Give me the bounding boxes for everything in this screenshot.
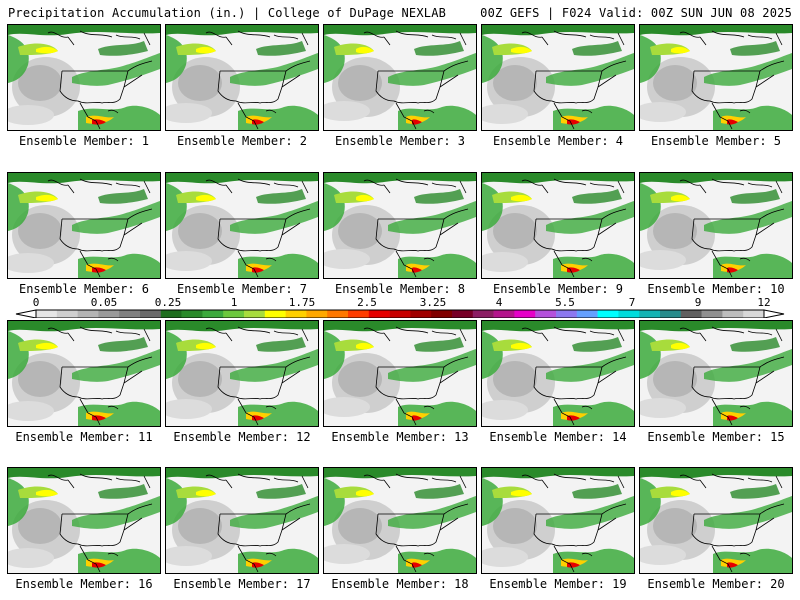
legend-swatch <box>452 310 474 318</box>
legend-swatch <box>306 310 328 318</box>
legend-tick-label: 7 <box>628 296 636 309</box>
legend-swatch <box>202 310 224 318</box>
legend-swatch <box>77 310 99 318</box>
legend-tick-label: 3.25 <box>419 296 447 309</box>
ensemble-member-label: Ensemble Member: 3 <box>334 134 466 148</box>
model-run-info: 00Z GEFS | F024 Valid: 00Z SUN JUN 08 20… <box>480 6 792 20</box>
legend-swatch <box>618 310 640 318</box>
ensemble-member-map-15 <box>639 320 793 427</box>
legend-swatch <box>701 310 723 318</box>
legend-swatch <box>181 310 203 318</box>
legend-swatch <box>98 310 120 318</box>
legend-swatch <box>285 310 307 318</box>
legend-swatch <box>140 310 162 318</box>
ensemble-member-map-17 <box>165 467 319 574</box>
legend-swatch <box>389 310 411 318</box>
ensemble-member-map-13 <box>323 320 477 427</box>
legend-tick-label: 1 <box>230 296 238 309</box>
legend-swatch <box>680 310 702 318</box>
legend-swatch <box>56 310 78 318</box>
ensemble-member-label: Ensemble Member: 9 <box>492 282 624 296</box>
ensemble-member-label: Ensemble Member: 2 <box>176 134 308 148</box>
map-title: Precipitation Accumulation (in.) | Colle… <box>8 6 447 20</box>
ensemble-member-map-5 <box>639 24 793 131</box>
ensemble-member-label: Ensemble Member: 7 <box>176 282 308 296</box>
legend-swatch <box>368 310 390 318</box>
legend-swatch <box>597 310 619 318</box>
legend-tick-label: 12 <box>757 296 771 309</box>
ensemble-member-label: Ensemble Member: 1 <box>18 134 150 148</box>
legend-swatch <box>410 310 432 318</box>
ensemble-member-map-4 <box>481 24 635 131</box>
legend-tick-label: 0.25 <box>154 296 182 309</box>
legend-swatch <box>431 310 453 318</box>
ensemble-member-map-20 <box>639 467 793 574</box>
legend-tick-label: 9 <box>694 296 702 309</box>
legend-swatch <box>722 310 744 318</box>
legend-swatch <box>576 310 598 318</box>
ensemble-member-map-12 <box>165 320 319 427</box>
ensemble-member-map-8 <box>323 172 477 279</box>
ensemble-member-map-11 <box>7 320 161 427</box>
ensemble-member-map-1 <box>7 24 161 131</box>
ensemble-member-label: Ensemble Member: 18 <box>331 577 469 591</box>
legend-tick-label: 2.5 <box>357 296 377 309</box>
legend-swatch <box>223 310 245 318</box>
legend-swatch <box>472 310 494 318</box>
legend-swatch <box>639 310 661 318</box>
legend-tick-label: 0.05 <box>90 296 118 309</box>
legend-swatch <box>160 310 182 318</box>
legend-tick-label: 5.5 <box>555 296 575 309</box>
legend-tick-label: 1.75 <box>288 296 316 309</box>
legend-swatch <box>514 310 536 318</box>
legend-swatch <box>36 310 58 318</box>
ensemble-member-map-10 <box>639 172 793 279</box>
legend-swatch <box>327 310 349 318</box>
ensemble-member-label: Ensemble Member: 8 <box>334 282 466 296</box>
legend-swatch <box>264 310 286 318</box>
ensemble-member-map-16 <box>7 467 161 574</box>
ensemble-member-label: Ensemble Member: 14 <box>489 430 627 444</box>
ensemble-member-map-9 <box>481 172 635 279</box>
ensemble-member-map-3 <box>323 24 477 131</box>
ensemble-member-map-7 <box>165 172 319 279</box>
ensemble-member-label: Ensemble Member: 6 <box>18 282 150 296</box>
ensemble-member-map-18 <box>323 467 477 574</box>
ensemble-member-label: Ensemble Member: 16 <box>15 577 153 591</box>
ensemble-member-label: Ensemble Member: 10 <box>647 282 785 296</box>
ensemble-member-map-14 <box>481 320 635 427</box>
ensemble-member-label: Ensemble Member: 19 <box>489 577 627 591</box>
precip-color-legend <box>15 309 785 318</box>
ensemble-member-label: Ensemble Member: 11 <box>15 430 153 444</box>
ensemble-member-label: Ensemble Member: 12 <box>173 430 311 444</box>
legend-swatch <box>493 310 515 318</box>
ensemble-member-label: Ensemble Member: 17 <box>173 577 311 591</box>
ensemble-member-label: Ensemble Member: 13 <box>331 430 469 444</box>
legend-swatch <box>119 310 141 318</box>
ensemble-member-label: Ensemble Member: 5 <box>650 134 782 148</box>
legend-tick-label: 4 <box>495 296 503 309</box>
ensemble-member-label: Ensemble Member: 20 <box>647 577 785 591</box>
ensemble-member-map-2 <box>165 24 319 131</box>
ensemble-member-label: Ensemble Member: 15 <box>647 430 785 444</box>
legend-tick-label: 0 <box>32 296 40 309</box>
ensemble-member-label: Ensemble Member: 4 <box>492 134 624 148</box>
legend-swatch <box>743 310 765 318</box>
legend-swatch <box>556 310 578 318</box>
legend-swatch <box>535 310 557 318</box>
legend-swatch <box>244 310 266 318</box>
legend-swatch <box>660 310 682 318</box>
legend-swatch <box>348 310 370 318</box>
ensemble-member-map-6 <box>7 172 161 279</box>
ensemble-member-map-19 <box>481 467 635 574</box>
